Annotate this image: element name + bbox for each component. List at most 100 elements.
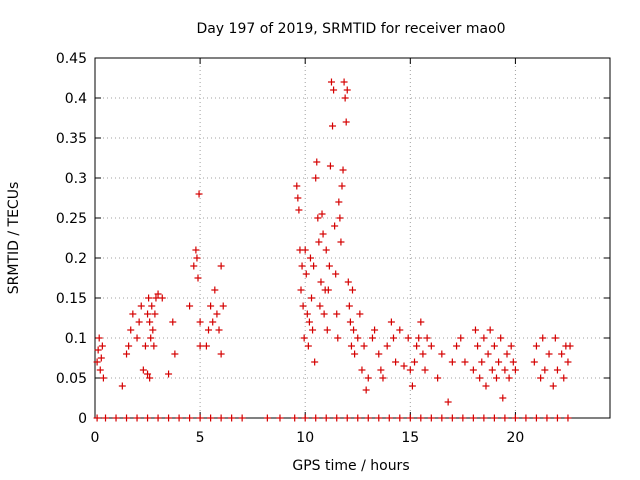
data-point [507,342,515,350]
data-point [482,382,490,390]
data-point [263,414,271,422]
data-point [356,310,364,318]
data-point [350,326,358,334]
data-point [406,414,414,422]
data-point [345,302,353,310]
plot-frame [94,57,611,419]
data-point [476,374,484,382]
data-point [495,358,503,366]
data-point [340,78,348,86]
data-point [175,414,183,422]
data-point [511,414,519,422]
data-point [196,318,204,326]
data-point [93,358,101,366]
data-point [112,414,120,422]
data-point [306,254,314,262]
y-tick-label: 0.2 [65,251,87,267]
data-point [99,374,107,382]
data-point [344,278,352,286]
data-point [505,374,513,382]
data-point [423,334,431,342]
data-point [317,278,325,286]
data-point [102,414,110,422]
data-point [539,334,547,342]
axis-ticks: 0 0.05 0.1 0.15 0.2 0.25 0.3 0.35 0.4 0.45 0 5 10 15 2… [56,51,610,446]
data-point [383,342,391,350]
data-point [95,334,103,342]
chart-title: Day 197 of 2019, SRMTID for receiver mao… [196,21,505,37]
data-point [335,198,343,206]
data-point [127,326,135,334]
data-point [511,366,519,374]
data-point [93,414,101,422]
data-point [387,318,395,326]
data-point [497,334,505,342]
data-point [334,334,342,342]
data-point [323,326,331,334]
data-point [190,262,198,270]
data-point [444,398,452,406]
data-point [141,342,149,350]
data-point [438,350,446,358]
data-point [129,310,137,318]
data-point [294,194,302,202]
y-tick-label: 0.05 [56,371,87,387]
data-point [385,414,393,422]
data-point [217,414,225,422]
data-point [193,254,201,262]
data-point [549,382,557,390]
data-point [389,334,397,342]
data-point [148,302,156,310]
data-point [154,290,162,298]
data-point [448,358,456,366]
data-point [165,414,173,422]
data-point [471,326,479,334]
data-point [411,358,419,366]
data-point [144,310,152,318]
data-point [149,326,157,334]
data-point [207,302,215,310]
data-point [343,86,351,94]
data-point [319,230,327,238]
data-point [301,414,309,422]
data-point [408,382,416,390]
data-point [94,346,102,354]
data-point [312,414,320,422]
data-point [364,374,372,382]
data-point [315,238,323,246]
data-point [560,374,568,382]
data-point [480,414,488,422]
y-tick-label: 0.35 [56,131,87,147]
data-point [480,334,488,342]
x-axis-label: GPS time / hours [292,458,409,474]
data-point [551,334,559,342]
data-points [93,78,574,422]
data-point [322,414,330,422]
data-point [139,366,147,374]
data-point [453,342,461,350]
data-point [144,414,152,422]
data-point [396,326,404,334]
data-point [333,414,341,422]
data-point [228,414,236,422]
data-point [396,414,404,422]
data-point [461,358,469,366]
data-point [186,414,194,422]
data-point [195,190,203,198]
data-point [478,358,486,366]
data-point [145,294,153,302]
data-point [484,350,492,358]
data-point [118,382,126,390]
data-point [379,374,387,382]
data-point [135,318,143,326]
data-point [192,246,200,254]
data-point [298,262,306,270]
data-point [354,414,362,422]
data-point [438,414,446,422]
data-point [301,246,309,254]
data-point [326,162,334,170]
data-point [313,158,321,166]
data-point [417,318,425,326]
y-tick-label: 0.3 [65,171,87,187]
